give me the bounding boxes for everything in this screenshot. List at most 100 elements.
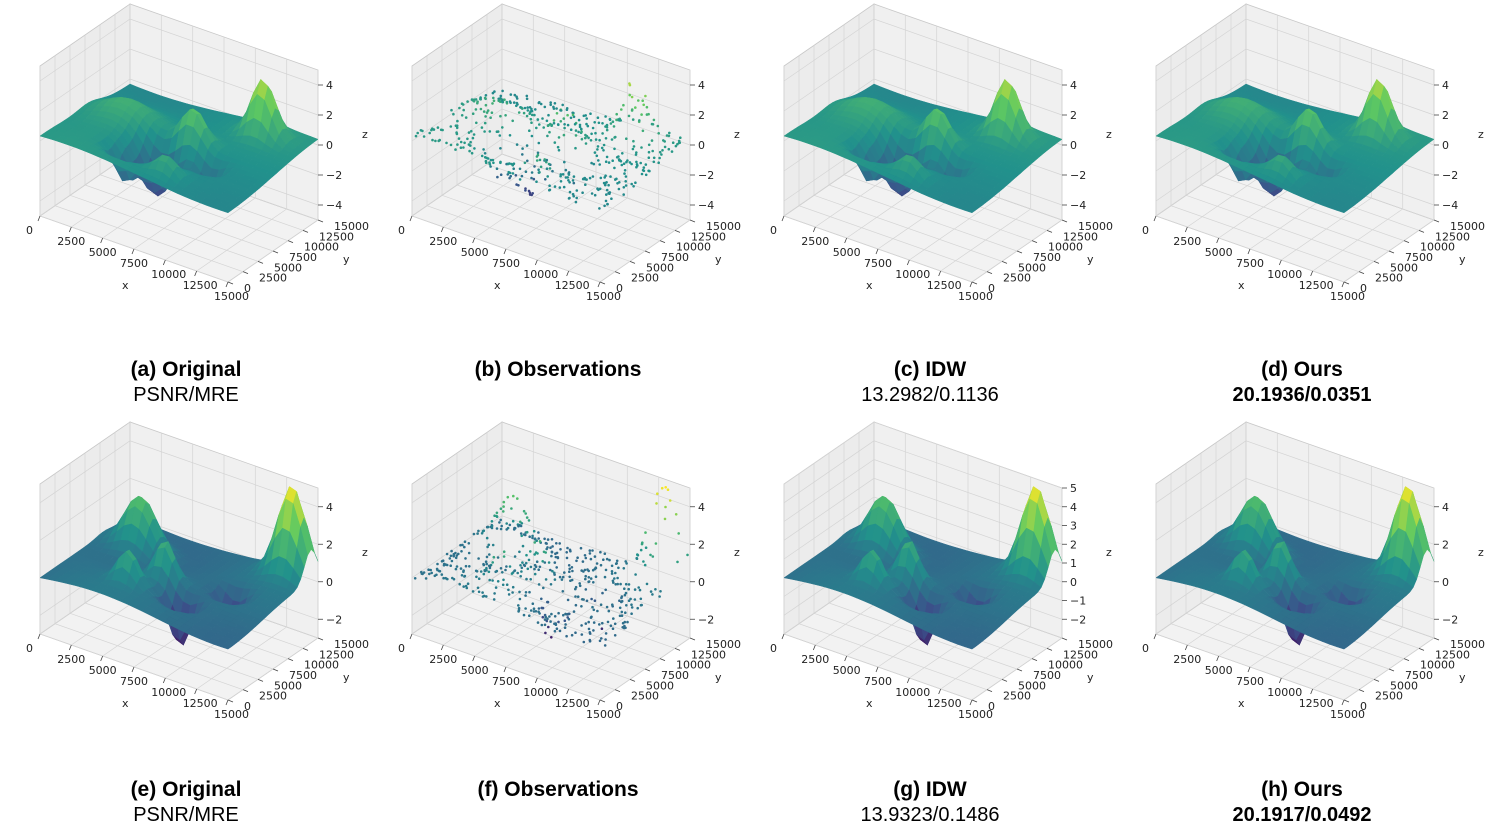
scatter-point (599, 563, 603, 567)
scatter-point (604, 588, 607, 592)
scatter-point (568, 567, 571, 571)
scatter-point (535, 560, 539, 563)
z-axis-label-b: z (734, 128, 740, 141)
y-tick-label-f-5: 12500 (691, 648, 726, 661)
y-tick-mark-d-5 (1418, 229, 1425, 233)
y-tick-label-g-5: 12500 (1063, 648, 1098, 661)
scatter-point (553, 141, 557, 144)
scatter-point (511, 163, 515, 167)
scatter-point (645, 582, 649, 586)
scatter-point (663, 145, 667, 149)
z-tick-label-b-4: 4 (698, 79, 705, 92)
scatter-point (648, 169, 651, 173)
scatter-point (652, 160, 656, 164)
scatter-point (558, 542, 561, 545)
surface-e (39, 485, 319, 650)
scatter-point (561, 173, 565, 176)
scatter-point (514, 174, 518, 177)
scatter-point (581, 560, 585, 563)
y-tick-label-a-0: 0 (244, 282, 251, 295)
scatter-point (640, 113, 643, 116)
scatter-point (551, 569, 554, 573)
scatter-point (513, 569, 516, 573)
x-tick-label-f-4: 10000 (523, 686, 558, 699)
y-tick-mark-c-2 (1001, 260, 1008, 264)
grid-y-h-3 (1200, 453, 1390, 670)
scatter-point (625, 604, 628, 607)
scatter-point (615, 559, 619, 563)
scatter-point (678, 141, 681, 144)
x-tick-label-d-1: 2500 (1173, 235, 1201, 248)
y-tick-label-c-2: 5000 (1018, 261, 1046, 274)
scatter-point (620, 596, 623, 600)
scatter-point (613, 147, 616, 151)
scatter-point (533, 563, 537, 567)
scatter-point (459, 140, 463, 144)
scatter-point (647, 112, 650, 116)
grid-z-f-3 (411, 440, 691, 508)
scatter-point (455, 132, 459, 136)
scatter-point (414, 134, 418, 138)
y-tick-mark-c-1 (986, 271, 993, 275)
scatter-point (613, 166, 616, 170)
scatter-point (587, 620, 590, 624)
scatter-point (668, 131, 671, 135)
scatter-point (650, 139, 654, 142)
scatter-point (420, 570, 423, 574)
z-tick-label-g-0: −2 (1070, 613, 1086, 626)
scatter-point (469, 140, 472, 144)
scatter-point (644, 173, 648, 177)
scatter-point (582, 598, 585, 601)
scatter-point (595, 562, 599, 565)
scatter-point (502, 578, 505, 582)
y-tick-label-e-3: 7500 (289, 669, 317, 682)
x-tick-mark-c-6 (969, 281, 973, 288)
surface-cell (220, 644, 233, 650)
scatter-point (541, 560, 544, 563)
y-axis-label-f: y (715, 671, 722, 684)
scatter-point (618, 614, 622, 618)
y-tick-mark-c-0 (971, 281, 978, 285)
grid-y-a-3 (84, 35, 274, 252)
scatter-point (563, 160, 566, 164)
scatter-point (600, 627, 604, 630)
scatter-point (639, 161, 642, 165)
scatter-point (600, 146, 604, 150)
scatter-point (660, 153, 663, 156)
x-tick-mark-a-6 (225, 281, 229, 288)
scatter-point (517, 608, 521, 612)
scatter-point (521, 147, 524, 150)
x-tick-label-g-4: 10000 (895, 686, 930, 699)
scatter-point (477, 557, 480, 560)
scatter-point (551, 545, 554, 548)
scatter-point (605, 181, 608, 184)
y-tick-mark-a-4 (287, 240, 294, 244)
scatter-point (515, 143, 519, 146)
scatter-point (488, 161, 491, 164)
scatter-point (537, 610, 540, 613)
z-tick-label-g-4: 2 (1070, 538, 1077, 551)
scatter-point (461, 103, 465, 106)
x-tick-label-e-5: 12500 (183, 697, 218, 710)
scatter-point (679, 136, 682, 139)
scatter-point (630, 182, 633, 186)
scatter-point (480, 154, 484, 158)
scatter-point (611, 579, 615, 583)
scatter-point (636, 553, 639, 556)
scatter-point (497, 99, 501, 102)
scatter-point (541, 117, 544, 120)
scatter-point (470, 129, 473, 133)
scatter-point (587, 576, 591, 579)
y-tick-mark-e-3 (272, 668, 279, 672)
y-tick-label-b-6: 15000 (706, 220, 741, 233)
scatter-point (588, 176, 592, 180)
scatter-point (528, 112, 531, 115)
scatter-point (507, 588, 510, 592)
scatter-point (605, 124, 609, 128)
x-tick-label-f-2: 5000 (461, 664, 489, 677)
scatter-point (574, 631, 577, 634)
scatter-point (658, 150, 662, 154)
scatter-point (564, 176, 568, 179)
scatter-point (457, 552, 460, 556)
scatter-point (436, 126, 440, 129)
